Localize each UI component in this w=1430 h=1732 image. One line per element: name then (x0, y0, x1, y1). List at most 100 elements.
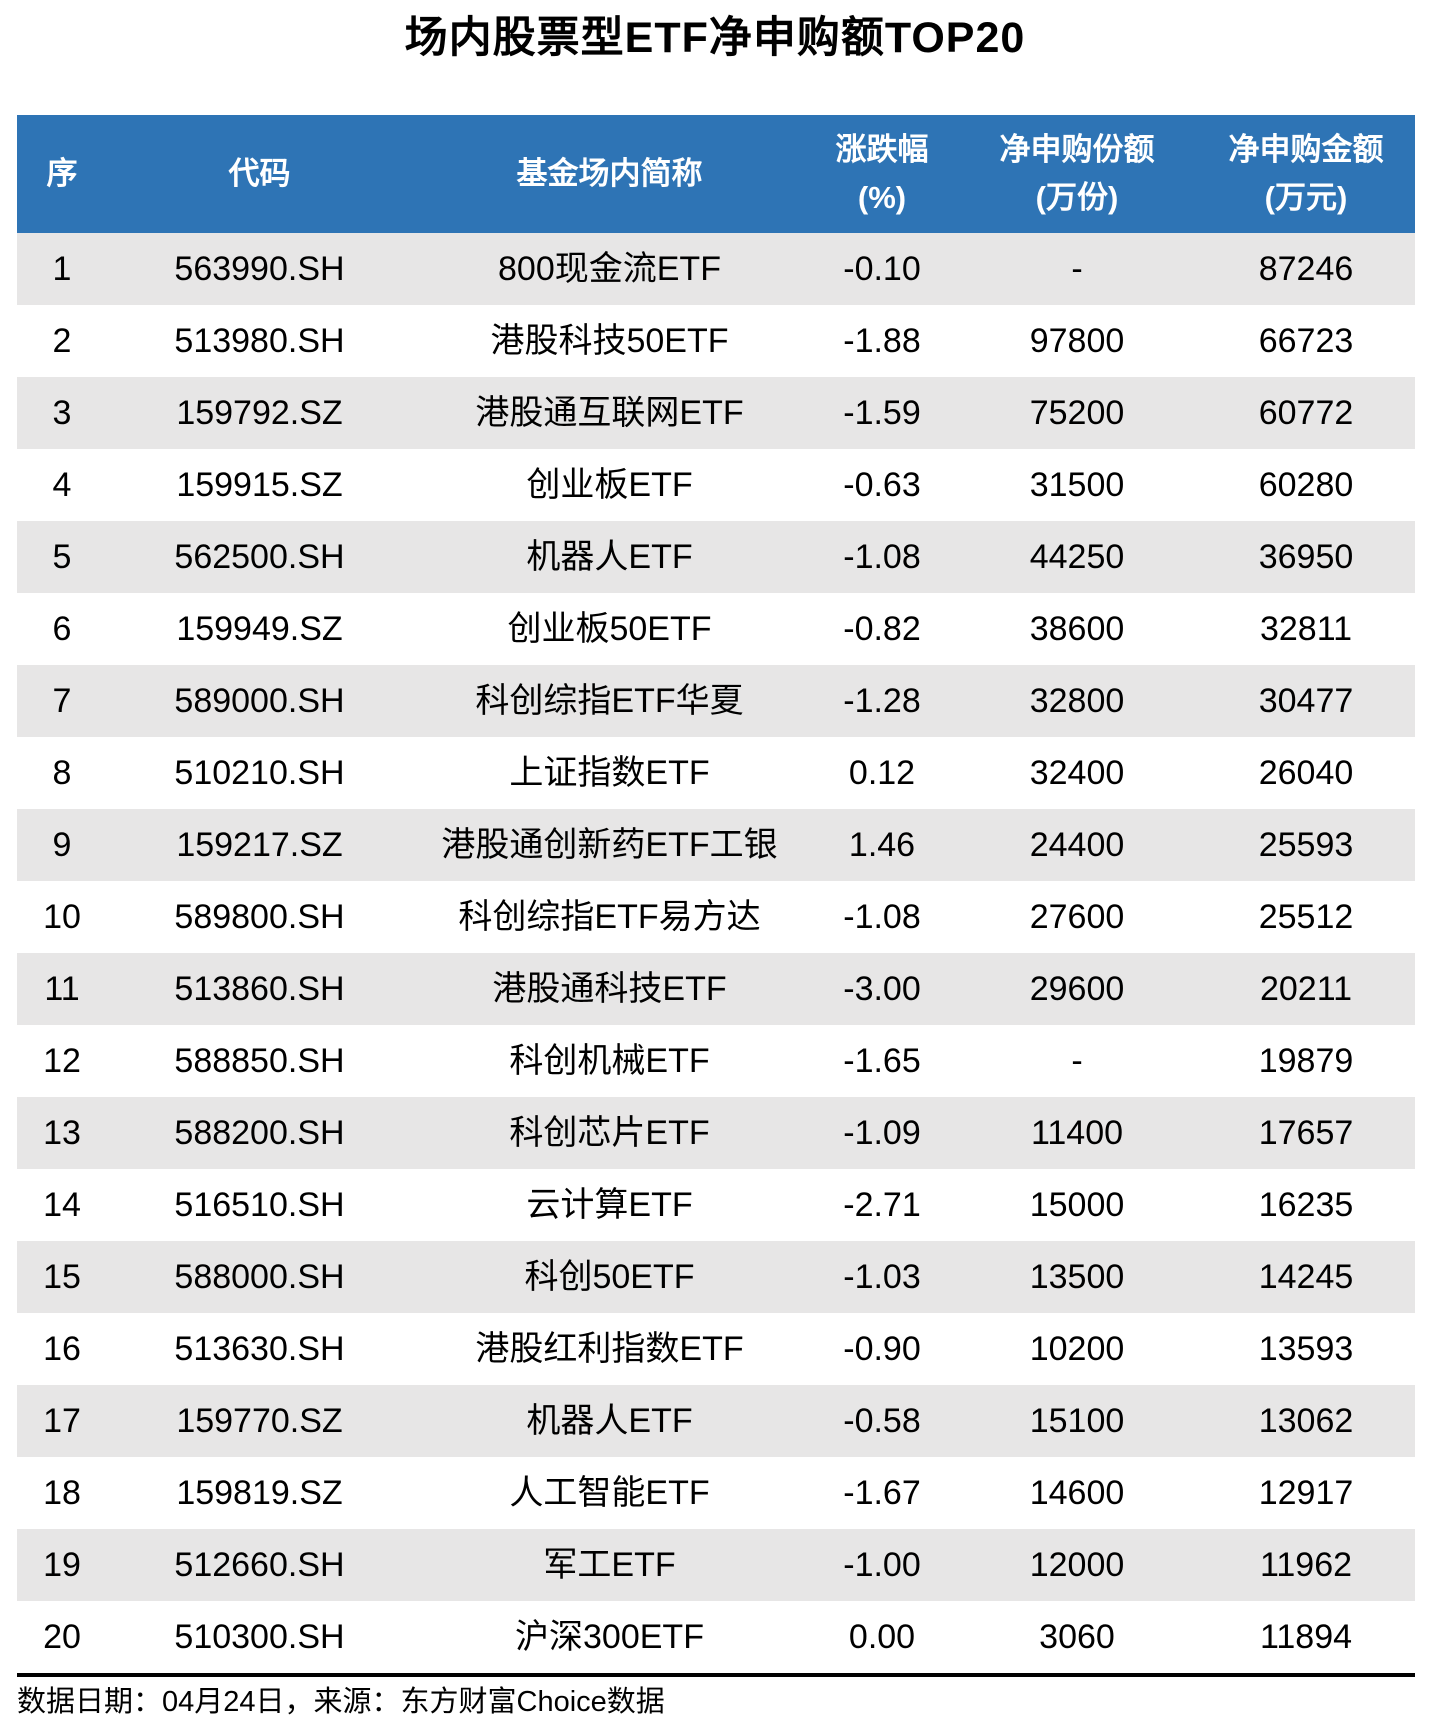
cell-amount: 30477 (1258, 682, 1354, 720)
cell-name: 科创机械ETF (509, 1042, 710, 1080)
cell-amount: 13593 (1258, 1330, 1354, 1368)
cell-code: 513980.SH (174, 322, 345, 360)
cell-amount: 36950 (1258, 538, 1354, 576)
cell-shares: 10200 (1029, 1330, 1125, 1368)
cell-name: 港股通互联网ETF (475, 394, 744, 432)
cell-shares: 32800 (1029, 682, 1125, 720)
cell-name: 港股科技50ETF (490, 322, 729, 360)
cell-code: 159217.SZ (176, 826, 343, 864)
cell-amount: 14245 (1258, 1258, 1354, 1296)
cell-name: 800现金流ETF (498, 250, 721, 288)
cell-shares: 24400 (1029, 826, 1125, 864)
cell-name: 机器人ETF (526, 538, 693, 576)
cell-rank: 18 (43, 1474, 81, 1512)
cell-amount: 12917 (1258, 1474, 1354, 1512)
cell-name: 上证指数ETF (509, 754, 710, 792)
table-row: 5 562500.SH 机器人ETF -1.08 44250 36950 (17, 521, 1415, 593)
header-rank-label: 序 (46, 155, 78, 191)
cell-code: 562500.SH (174, 538, 345, 576)
table-row: 13 588200.SH 科创芯片ETF -1.09 11400 17657 (17, 1097, 1415, 1169)
cell-rank: 2 (52, 322, 72, 360)
cell-rank: 13 (43, 1114, 81, 1152)
cell-name: 创业板ETF (526, 466, 693, 504)
cell-code: 159819.SZ (176, 1474, 343, 1512)
cell-change: -3.00 (843, 970, 921, 1008)
cell-shares: 13500 (1029, 1258, 1125, 1296)
cell-amount: 25512 (1258, 898, 1354, 936)
cell-change: -1.08 (843, 898, 921, 936)
cell-change: 0.00 (848, 1618, 916, 1656)
table-row: 12 588850.SH 科创机械ETF -1.65 - 19879 (17, 1025, 1415, 1097)
cell-change: -1.09 (843, 1114, 921, 1152)
header-rank: 序 (17, 115, 107, 233)
cell-code: 589800.SH (174, 898, 345, 936)
cell-rank: 1 (52, 250, 72, 288)
cell-shares: 97800 (1029, 322, 1125, 360)
cell-code: 159915.SZ (176, 466, 343, 504)
cell-change: -0.90 (843, 1330, 921, 1368)
cell-rank: 4 (52, 466, 72, 504)
table-header-row: 序 代码 基金场内简称 涨跌幅 (%) 净申购份额 (万份) 净申购金额 (万元… (17, 115, 1415, 233)
cell-shares: 31500 (1029, 466, 1125, 504)
table-row: 1 563990.SH 800现金流ETF -0.10 - 87246 (17, 233, 1415, 305)
table-row: 11 513860.SH 港股通科技ETF -3.00 29600 20211 (17, 953, 1415, 1025)
cell-amount: 87246 (1258, 250, 1354, 288)
header-code: 代码 (107, 115, 412, 233)
cell-change: -0.58 (843, 1402, 921, 1440)
cell-change: -0.10 (843, 250, 921, 288)
cell-code: 516510.SH (174, 1186, 345, 1224)
data-source-note: 数据日期：04月24日，来源：东方财富Choice数据 (17, 1686, 665, 1718)
cell-code: 513860.SH (174, 970, 345, 1008)
cell-rank: 6 (52, 610, 72, 648)
cell-name: 港股通创新药ETF工银 (441, 826, 778, 864)
cell-code: 510300.SH (174, 1618, 345, 1656)
cell-amount: 17657 (1258, 1114, 1354, 1152)
cell-shares: 29600 (1029, 970, 1125, 1008)
cell-rank: 3 (52, 394, 72, 432)
header-amount: 净申购金额 (万元) (1197, 115, 1415, 233)
header-shares: 净申购份额 (万份) (957, 115, 1197, 233)
cell-rank: 15 (43, 1258, 81, 1296)
table-row: 20 510300.SH 沪深300ETF 0.00 3060 11894 (17, 1601, 1415, 1673)
cell-shares: 38600 (1029, 610, 1125, 648)
table-row: 14 516510.SH 云计算ETF -2.71 15000 16235 (17, 1169, 1415, 1241)
cell-rank: 8 (52, 754, 72, 792)
cell-shares: 14600 (1029, 1474, 1125, 1512)
cell-shares: 12000 (1029, 1546, 1125, 1584)
table-row: 4 159915.SZ 创业板ETF -0.63 31500 60280 (17, 449, 1415, 521)
cell-change: -0.63 (843, 466, 921, 504)
cell-rank: 7 (52, 682, 72, 720)
cell-rank: 11 (44, 970, 80, 1008)
table-row: 7 589000.SH 科创综指ETF华夏 -1.28 32800 30477 (17, 665, 1415, 737)
table-row: 6 159949.SZ 创业板50ETF -0.82 38600 32811 (17, 593, 1415, 665)
cell-amount: 32811 (1259, 610, 1353, 648)
cell-rank: 17 (43, 1402, 81, 1440)
cell-shares: 27600 (1029, 898, 1125, 936)
cell-amount: 25593 (1258, 826, 1354, 864)
cell-amount: 60772 (1258, 394, 1354, 432)
cell-code: 588200.SH (174, 1114, 345, 1152)
cell-code: 159770.SZ (176, 1402, 343, 1440)
cell-change: -1.65 (843, 1042, 921, 1080)
header-amount-line2: (万元) (1264, 180, 1348, 215)
cell-amount: 66723 (1258, 322, 1354, 360)
header-shares-line2: (万份) (1035, 180, 1119, 215)
table-row: 2 513980.SH 港股科技50ETF -1.88 97800 66723 (17, 305, 1415, 377)
cell-rank: 19 (43, 1546, 81, 1584)
cell-name: 人工智能ETF (509, 1474, 710, 1512)
cell-code: 589000.SH (174, 682, 345, 720)
cell-name: 科创芯片ETF (509, 1114, 710, 1152)
table-row: 16 513630.SH 港股红利指数ETF -0.90 10200 13593 (17, 1313, 1415, 1385)
cell-amount: 19879 (1258, 1042, 1354, 1080)
cell-change: 1.46 (848, 826, 916, 864)
cell-code: 159792.SZ (176, 394, 343, 432)
cell-code: 159949.SZ (176, 610, 343, 648)
cell-code: 513630.SH (174, 1330, 345, 1368)
table-row: 18 159819.SZ 人工智能ETF -1.67 14600 12917 (17, 1457, 1415, 1529)
cell-amount: 26040 (1258, 754, 1354, 792)
table-row: 17 159770.SZ 机器人ETF -0.58 15100 13062 (17, 1385, 1415, 1457)
table-row: 15 588000.SH 科创50ETF -1.03 13500 14245 (17, 1241, 1415, 1313)
cell-change: -1.28 (843, 682, 921, 720)
cell-change: -2.71 (843, 1186, 921, 1224)
cell-name: 港股红利指数ETF (475, 1330, 744, 1368)
